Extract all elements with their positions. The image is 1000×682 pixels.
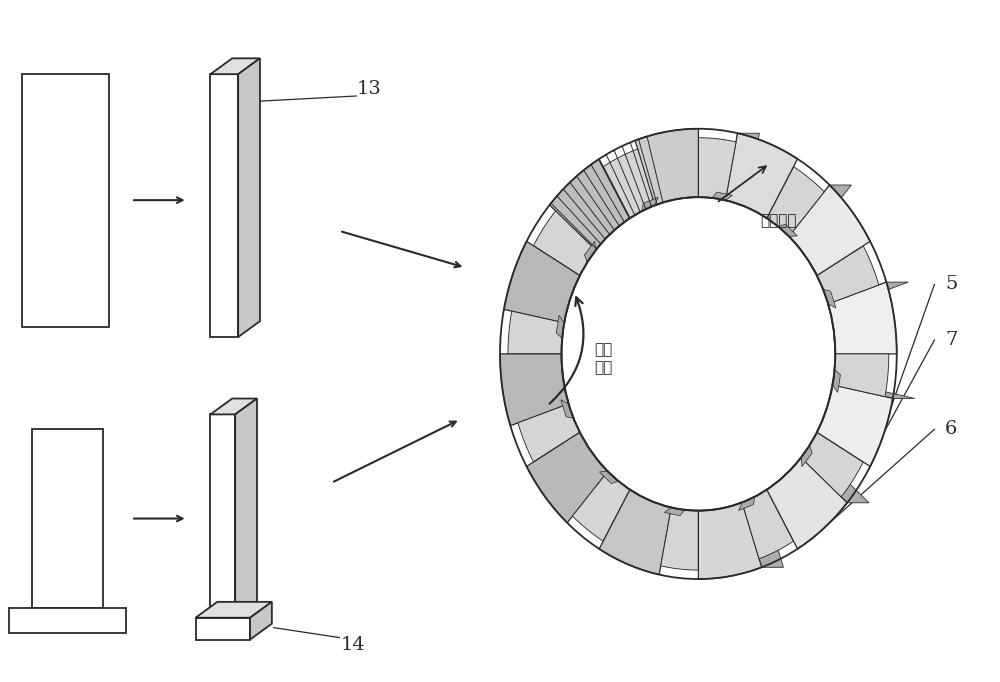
Polygon shape: [801, 432, 863, 497]
Text: 5: 5: [945, 276, 957, 293]
Polygon shape: [603, 149, 655, 218]
Polygon shape: [238, 59, 260, 337]
Polygon shape: [833, 354, 889, 397]
Polygon shape: [767, 458, 847, 549]
Ellipse shape: [566, 202, 831, 506]
Polygon shape: [801, 458, 869, 503]
Polygon shape: [584, 241, 596, 263]
Polygon shape: [817, 246, 879, 304]
Text: 叠片方向: 叠片方向: [760, 213, 796, 228]
Polygon shape: [599, 471, 619, 484]
Polygon shape: [508, 311, 564, 354]
Text: 14: 14: [341, 636, 366, 653]
Polygon shape: [210, 398, 257, 415]
Ellipse shape: [561, 197, 835, 511]
Polygon shape: [210, 415, 235, 618]
Polygon shape: [778, 224, 797, 237]
Polygon shape: [789, 185, 870, 276]
Polygon shape: [833, 385, 915, 398]
Polygon shape: [572, 471, 630, 541]
Polygon shape: [823, 289, 836, 308]
Polygon shape: [518, 404, 580, 462]
Ellipse shape: [508, 138, 889, 570]
Polygon shape: [533, 211, 596, 276]
Text: 7: 7: [945, 331, 957, 349]
Polygon shape: [599, 490, 671, 575]
Polygon shape: [742, 503, 783, 567]
Polygon shape: [527, 432, 608, 523]
Text: 6: 6: [945, 420, 957, 439]
Polygon shape: [32, 429, 103, 608]
Polygon shape: [664, 507, 685, 516]
Polygon shape: [742, 490, 794, 559]
Polygon shape: [196, 618, 250, 640]
Polygon shape: [210, 59, 260, 74]
Polygon shape: [196, 602, 272, 618]
Polygon shape: [22, 74, 109, 327]
Polygon shape: [635, 129, 698, 205]
Polygon shape: [789, 185, 851, 237]
Polygon shape: [500, 354, 569, 426]
Polygon shape: [739, 496, 755, 511]
Polygon shape: [833, 370, 841, 393]
Polygon shape: [725, 133, 759, 201]
Polygon shape: [828, 282, 897, 354]
Polygon shape: [235, 398, 257, 618]
Text: 涡流
方向: 涡流 方向: [594, 342, 612, 376]
Polygon shape: [550, 159, 630, 250]
Polygon shape: [556, 315, 564, 338]
Polygon shape: [661, 507, 698, 570]
Polygon shape: [828, 282, 908, 304]
Polygon shape: [210, 74, 238, 337]
Polygon shape: [561, 400, 574, 419]
Polygon shape: [725, 133, 798, 218]
Polygon shape: [9, 608, 126, 633]
Polygon shape: [767, 166, 824, 237]
Polygon shape: [817, 385, 893, 466]
Text: 13: 13: [357, 80, 382, 98]
Polygon shape: [801, 445, 812, 466]
Polygon shape: [698, 503, 762, 579]
Polygon shape: [504, 241, 580, 323]
Polygon shape: [698, 138, 736, 201]
Polygon shape: [712, 192, 732, 201]
Polygon shape: [250, 602, 272, 640]
Polygon shape: [642, 197, 658, 211]
